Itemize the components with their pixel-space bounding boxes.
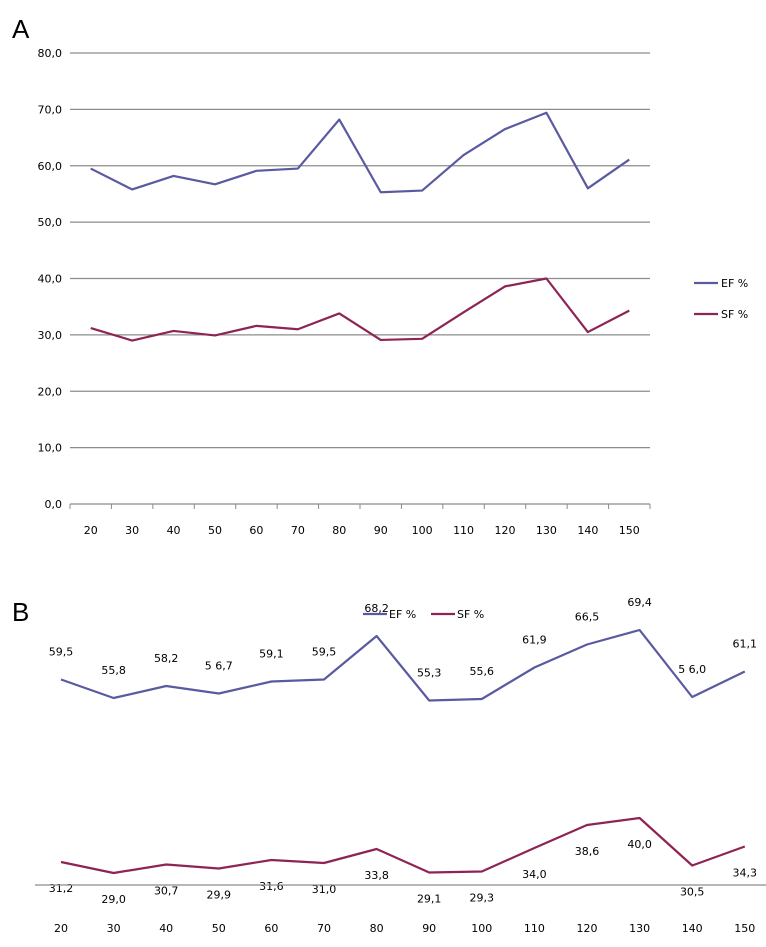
y-tick-label: 40,0 [38,273,63,286]
chart-a: 0,0 10,0 20,0 30,0 40,0 50,0 60,0 70,0 80,0 20 30 4… [38,47,749,537]
panel-a-letter: A [12,14,30,44]
data-label: 29,1 [417,893,442,906]
x-tick-label: 50 [208,524,222,537]
series-line-sf [90,277,630,342]
x-tick-label: 40 [159,922,173,935]
data-label: 66,5 [575,611,600,624]
series-line-ef [90,111,630,194]
y-tick-label: 0,0 [45,498,63,511]
x-tick-label: 30 [125,524,139,537]
x-tick-label: 20 [84,524,98,537]
data-label: 31,2 [49,882,74,895]
data-label: 38,6 [575,845,600,858]
x-tick-label: 90 [422,922,436,935]
x-tick-label: 150 [734,922,755,935]
data-label: 55,3 [417,667,442,680]
data-label: 69,4 [627,596,652,609]
data-label: 55,8 [101,664,126,677]
x-tick-label: 150 [619,524,640,537]
data-label: 59,1 [259,648,284,661]
x-tick-label: 140 [682,922,703,935]
legend-label: SF % [457,608,484,621]
data-label: 61,1 [733,638,758,651]
x-tick-label: 20 [54,922,68,935]
x-tick-label: 130 [536,524,557,537]
legend-label: SF % [721,308,748,321]
data-label: 33,8 [364,869,389,882]
legend-label: EF % [721,277,748,290]
data-label: 29,3 [470,892,495,905]
y-tick-label: 70,0 [38,103,63,116]
data-label: 61,9 [522,634,547,647]
x-tick-label: 140 [577,524,598,537]
data-label: 5 6,7 [205,660,233,673]
x-tick-label: 80 [370,922,384,935]
data-label: 30,7 [154,885,179,898]
x-tick-label: 130 [629,922,650,935]
y-tick-label: 50,0 [38,216,63,229]
x-tick-label: 110 [524,922,545,935]
data-label: 59,5 [312,646,337,659]
x-tick-label: 100 [412,524,433,537]
x-tick-label: 120 [577,922,598,935]
x-tick-label: 120 [495,524,516,537]
x-tick-label: 60 [249,524,263,537]
x-tick-label: 100 [471,922,492,935]
x-tick-label: 80 [332,524,346,537]
data-label: 31,0 [312,883,337,896]
x-tick-label: 50 [212,922,226,935]
data-label: 34,0 [522,868,547,881]
data-label: 34,3 [733,867,758,880]
data-label: 31,6 [259,880,284,893]
y-tick-label: 10,0 [38,442,63,455]
data-label: 29,0 [101,893,126,906]
data-label: 68,2 [364,602,389,615]
y-tick-label: 60,0 [38,160,63,173]
data-label: 59,5 [49,646,74,659]
x-tick-label: 30 [107,922,121,935]
x-tick-label: 70 [317,922,331,935]
y-tick-label: 80,0 [38,47,63,60]
x-tick-label: 60 [264,922,278,935]
x-tick-label: 90 [374,524,388,537]
data-label: 30,5 [680,886,705,899]
x-tick-label: 40 [167,524,181,537]
panel-b-letter: B [12,597,30,627]
series-line-sf [60,816,746,875]
x-tick-label: 70 [291,524,305,537]
data-label: 55,6 [470,665,495,678]
data-label: 29,9 [207,889,232,902]
x-tick-label: 110 [453,524,474,537]
y-tick-label: 20,0 [38,385,63,398]
y-tick-label: 30,0 [38,329,63,342]
data-label: 5 6,0 [678,663,706,676]
data-label: 40,0 [627,838,652,851]
series-line-ef [60,628,746,702]
data-label: 58,2 [154,652,179,665]
legend-label: EF % [389,608,416,621]
